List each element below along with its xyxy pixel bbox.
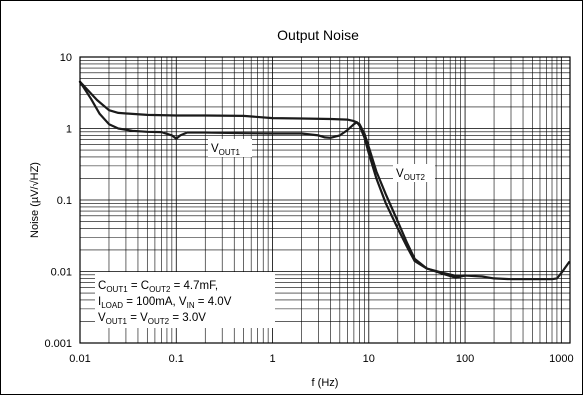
x-tick-label: 1000 bbox=[549, 353, 573, 365]
conditions-line-3: VOUT1 = VOUT2 = 3.0V bbox=[98, 312, 206, 326]
x-tick-labels: 0.01 0.1 1 10 100 1000 bbox=[69, 353, 573, 365]
cond1-eq: = C bbox=[128, 280, 149, 292]
series-label-vout2-sub: OUT2 bbox=[404, 173, 426, 182]
y-tick-label: 0.1 bbox=[57, 195, 72, 207]
plot-area-border bbox=[79, 56, 571, 344]
x-tick-label: 10 bbox=[363, 353, 375, 365]
cond3-sub1: OUT1 bbox=[106, 317, 128, 326]
x-tick-label: 0.1 bbox=[169, 353, 184, 365]
y-tick-label: 10 bbox=[60, 52, 72, 64]
series-line-out1 bbox=[78, 80, 571, 281]
cond2-rest: = 4.0V bbox=[195, 296, 232, 308]
cond3-v: V bbox=[98, 312, 106, 324]
series-label-vout1: VOUT1 bbox=[211, 143, 241, 157]
conditions-line-1: COUT1 = COUT2 = 4.7mF, bbox=[98, 280, 218, 294]
cond3-sub2: OUT2 bbox=[148, 317, 170, 326]
y-tick-label: 0.001 bbox=[44, 338, 72, 350]
x-tick-label: 1 bbox=[269, 353, 275, 365]
cond3-eq: = V bbox=[127, 312, 148, 324]
y-axis-label: Noise (µV/√HZ) bbox=[29, 162, 41, 238]
chart-title: Output Noise bbox=[277, 27, 359, 43]
cond3-rest: = 3.0V bbox=[169, 312, 206, 324]
series-label-vout1-sub: OUT1 bbox=[219, 148, 241, 157]
series-layer bbox=[78, 80, 571, 281]
conditions-box bbox=[95, 272, 275, 328]
cond1-rest: = 4.7mF, bbox=[170, 280, 218, 292]
series-label-bg-vout2 bbox=[393, 164, 435, 182]
series-label-vout2: VOUT2 bbox=[396, 168, 426, 182]
y-tick-label: 1 bbox=[66, 124, 72, 136]
series-line-out2 bbox=[78, 80, 467, 279]
cond1-sub2: OUT2 bbox=[149, 285, 171, 294]
series-label-vout2-main: V bbox=[396, 168, 404, 180]
cond2-sub2: IN bbox=[187, 301, 195, 310]
x-axis-label: f (Hz) bbox=[312, 377, 339, 389]
cond2-mid: = 100mA, V bbox=[123, 296, 187, 308]
conditions-line-2: ILOAD = 100mA, VIN = 4.0V bbox=[98, 296, 232, 310]
x-tick-label: 0.01 bbox=[69, 353, 90, 365]
y-tick-labels: 0.001 0.01 0.1 1 10 bbox=[44, 52, 72, 350]
series-label-bg-vout1 bbox=[208, 139, 252, 157]
cond1-c: C bbox=[98, 280, 106, 292]
cond2-sub1: LOAD bbox=[101, 301, 123, 310]
series-label-vout1-main: V bbox=[211, 143, 219, 155]
cond2-i: I bbox=[98, 296, 101, 308]
y-tick-label: 0.01 bbox=[51, 267, 72, 279]
x-tick-label: 100 bbox=[456, 353, 474, 365]
cond1-sub1: OUT1 bbox=[106, 285, 128, 294]
